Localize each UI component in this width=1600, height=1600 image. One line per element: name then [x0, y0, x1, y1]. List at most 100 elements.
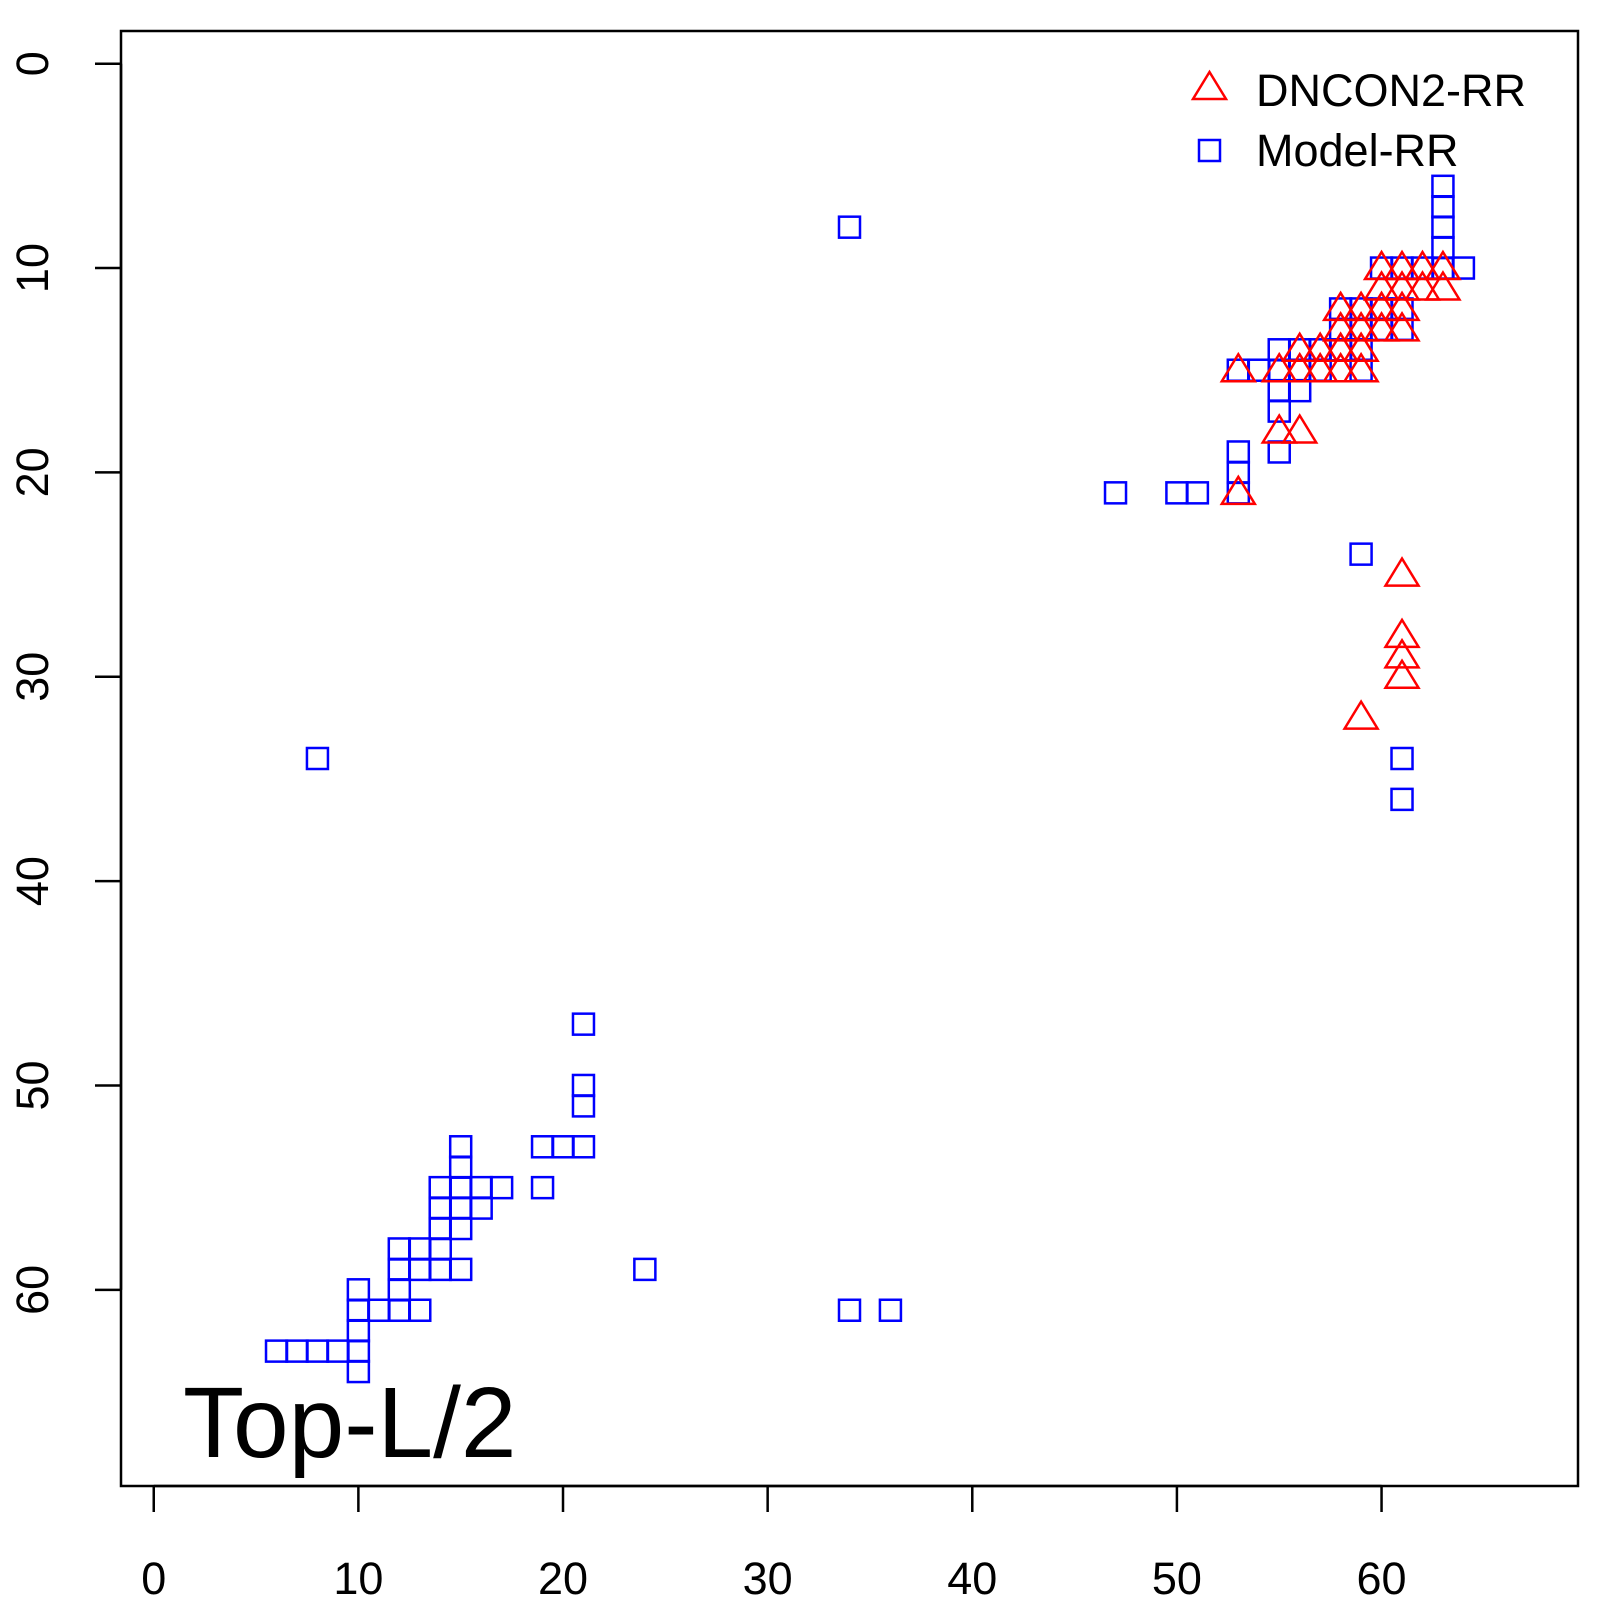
x-tick-label: 60 — [1357, 1553, 1407, 1600]
legend-label-model: Model-RR — [1256, 125, 1459, 176]
model-rr-point — [326, 1339, 350, 1363]
model-rr-point — [408, 1237, 432, 1261]
model-rr-point — [428, 1257, 452, 1282]
legend-label-dncon2: DNCON2-RR — [1256, 65, 1526, 116]
x-tick-label: 30 — [743, 1553, 793, 1600]
model-rr-point — [1185, 481, 1210, 505]
model-rr-point — [1226, 358, 1251, 382]
dncon2-rr-point — [1321, 351, 1360, 383]
dncon2-rr-point — [1362, 249, 1401, 281]
model-rr-point — [387, 1278, 412, 1302]
dncon2-rr-point — [1403, 270, 1442, 301]
legend: DNCON2-RR Model-RR — [1190, 65, 1526, 176]
model-rr-point — [428, 1216, 452, 1241]
model-rr-point — [448, 1196, 473, 1220]
dncon2-rr-point — [1362, 310, 1401, 342]
model-rr-point — [1287, 378, 1312, 403]
x-tick-label: 40 — [947, 1553, 997, 1600]
dncon2-rr-point — [1403, 249, 1442, 281]
dncon2-rr-point — [1424, 270, 1462, 301]
model-rr-point — [1267, 378, 1291, 403]
dncon2-rr-point — [1362, 270, 1401, 301]
dncon2-rr-point — [1280, 351, 1319, 383]
model-rr-point — [367, 1298, 391, 1323]
model-rr-point — [448, 1175, 473, 1200]
dncon2-rr-point — [1383, 556, 1421, 587]
model-rr-point — [633, 1257, 657, 1282]
y-tick-label: 60 — [7, 1265, 58, 1315]
model-rr-point — [408, 1298, 432, 1323]
dncon2-rr-point — [1342, 699, 1380, 730]
x-tick-label: 0 — [141, 1553, 166, 1600]
legend-triangle-icon — [1190, 69, 1229, 101]
model-rr-point — [1226, 440, 1251, 464]
model-rr-point — [878, 1298, 903, 1323]
y-tick-label: 30 — [7, 652, 58, 702]
dncon2-rr-point — [1383, 249, 1421, 281]
model-rr-point — [1390, 787, 1414, 812]
model-rr-point — [469, 1175, 493, 1200]
model-rr-point — [1165, 481, 1189, 505]
model-rr-point — [346, 1318, 371, 1343]
dncon2-rr-point — [1321, 310, 1360, 342]
dncon2-rr-point — [1280, 413, 1319, 444]
model-rr-point — [837, 1298, 862, 1323]
legend-square-icon — [1197, 138, 1222, 163]
model-rr-point — [1431, 194, 1455, 219]
dncon2-rr-point — [1260, 413, 1298, 444]
model-rr-point — [346, 1339, 371, 1363]
dncon2-rr-point — [1383, 270, 1421, 301]
model-rr-point — [408, 1257, 432, 1282]
y-tick-label: 50 — [7, 1060, 58, 1110]
dncon2-rr-point — [1342, 331, 1380, 363]
model-rr-point — [551, 1135, 575, 1159]
model-rr-point — [346, 1298, 371, 1323]
model-rr-point — [387, 1257, 412, 1282]
y-axis: 0 10 20 30 40 50 60 — [7, 51, 123, 1315]
model-rr-point — [571, 1073, 596, 1098]
dncon2-rr-point — [1383, 290, 1421, 322]
model-rr-point — [1226, 481, 1251, 505]
y-tick-label: 10 — [7, 243, 58, 293]
model-rr-point — [571, 1094, 596, 1118]
model-rr-point — [448, 1135, 473, 1159]
model-rr-point — [1267, 399, 1291, 423]
model-rr-point — [346, 1359, 371, 1384]
dncon2-rr-point — [1219, 351, 1258, 383]
dncon2-rr-point — [1362, 290, 1401, 322]
y-tick-label: 0 — [7, 51, 58, 76]
model-rr-point — [571, 1012, 596, 1036]
model-rr-point — [387, 1237, 412, 1261]
dncon2-rr-point — [1219, 474, 1258, 506]
x-tick-label: 10 — [333, 1553, 383, 1600]
y-tick-label: 40 — [7, 856, 58, 906]
model-rr-point — [428, 1175, 452, 1200]
dncon2-rr-point — [1342, 290, 1380, 322]
model-rr-point — [1349, 542, 1373, 566]
x-axis: 0 10 20 30 40 50 60 — [141, 1484, 1407, 1600]
model-rr-point — [428, 1196, 452, 1220]
dncon2-rr-point — [1260, 351, 1298, 383]
model-rr-point — [1103, 481, 1128, 505]
dncon2-rr-point — [1301, 331, 1339, 363]
x-tick-label: 50 — [1152, 1553, 1202, 1600]
plot-frame — [119, 29, 1580, 1488]
model-rr-point — [1431, 235, 1455, 260]
model-rr-point — [1431, 174, 1455, 199]
model-rr-point — [264, 1339, 289, 1363]
model-rr-point — [571, 1135, 596, 1159]
dncon2-rr-point — [1321, 331, 1360, 363]
model-rr-point — [530, 1135, 555, 1159]
model-rr-point — [305, 746, 330, 771]
model-rr-point — [448, 1155, 473, 1179]
model-rr-point — [837, 215, 862, 239]
dncon2-rr-point — [1424, 249, 1462, 281]
model-rr-point — [1267, 440, 1291, 464]
x-tick-label: 20 — [538, 1553, 588, 1600]
model-rr-point — [387, 1298, 412, 1323]
dncon2-rr-point — [1383, 617, 1421, 649]
y-tick-label: 20 — [7, 447, 58, 497]
dncon2-rr-point — [1383, 310, 1421, 342]
model-rr-point — [305, 1339, 330, 1363]
